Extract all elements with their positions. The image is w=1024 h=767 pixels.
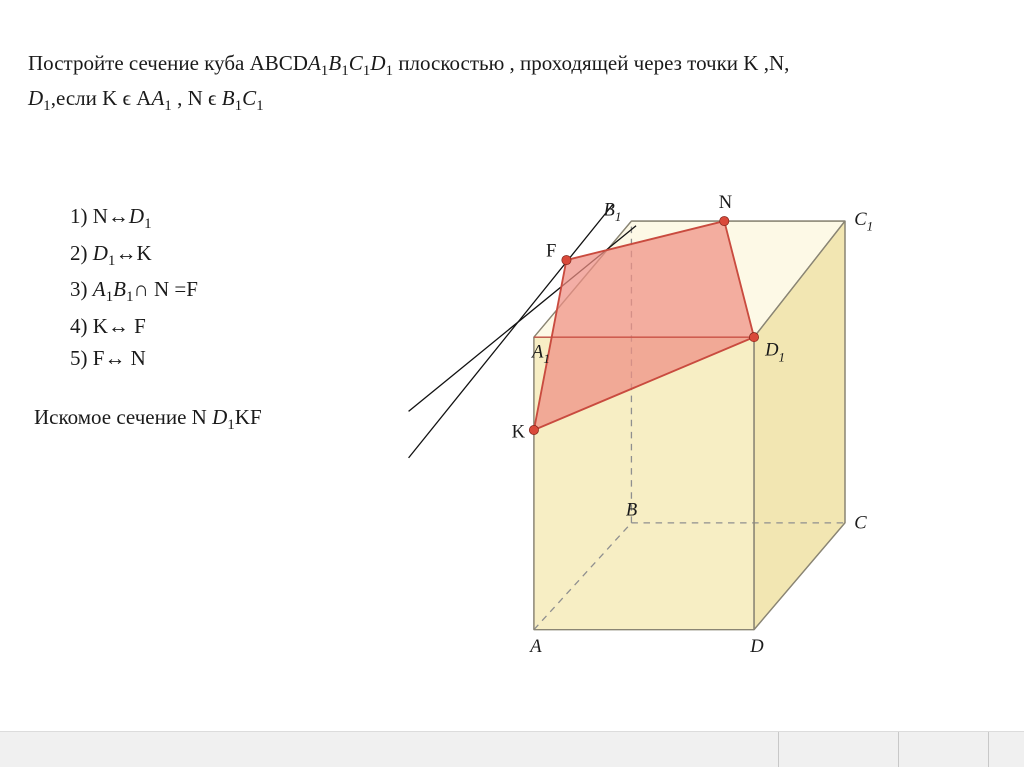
- problem-line1-a: Постройте сечение куба ABCD: [28, 51, 308, 75]
- B1-2: B1: [222, 86, 242, 110]
- D1: D1: [370, 51, 393, 75]
- svg-text:C: C: [854, 512, 867, 533]
- svg-text:K: K: [512, 421, 526, 442]
- step-1: 1) N↔D1: [70, 200, 198, 237]
- step-2: 2) D1↔K: [70, 237, 198, 274]
- svg-text:B1: B1: [604, 200, 622, 225]
- C1-2: C1: [242, 86, 264, 110]
- step-5: 5) F↔ N: [70, 342, 198, 375]
- answer-text: Искомое сечение N D1KF: [34, 405, 262, 434]
- status-seg-1: [778, 732, 898, 767]
- svg-text:F: F: [546, 240, 556, 261]
- A1-2: A1: [151, 86, 171, 110]
- status-seg-2: [898, 732, 988, 767]
- problem-line2-b: , N ϵ: [172, 86, 222, 110]
- problem-statement: Постройте сечение куба ABCDA1B1C1D1 плос…: [28, 48, 948, 118]
- status-seg-3: [988, 732, 1024, 767]
- D1-2: D1: [28, 86, 51, 110]
- problem-line1-b: плоскостью , проходящей через точки K ,N…: [393, 51, 789, 75]
- B1: B1: [328, 51, 348, 75]
- C1: C1: [349, 51, 371, 75]
- cube-diagram: ABCDA1B1C1D1KFN: [390, 160, 910, 700]
- status-bar: [0, 731, 1024, 767]
- step-4: 4) K↔ F: [70, 310, 198, 343]
- svg-text:A: A: [528, 636, 542, 657]
- A1: A1: [308, 51, 328, 75]
- svg-text:N: N: [719, 192, 732, 213]
- svg-text:C1: C1: [854, 209, 873, 234]
- step-3: 3) A1B1∩ N =F: [70, 273, 198, 310]
- svg-text:B: B: [626, 499, 637, 520]
- svg-text:D: D: [749, 636, 764, 657]
- construction-steps: 1) N↔D1 2) D1↔K 3) A1B1∩ N =F 4) K↔ F 5)…: [70, 200, 198, 375]
- problem-line2-a: ,если K ϵ A: [51, 86, 152, 110]
